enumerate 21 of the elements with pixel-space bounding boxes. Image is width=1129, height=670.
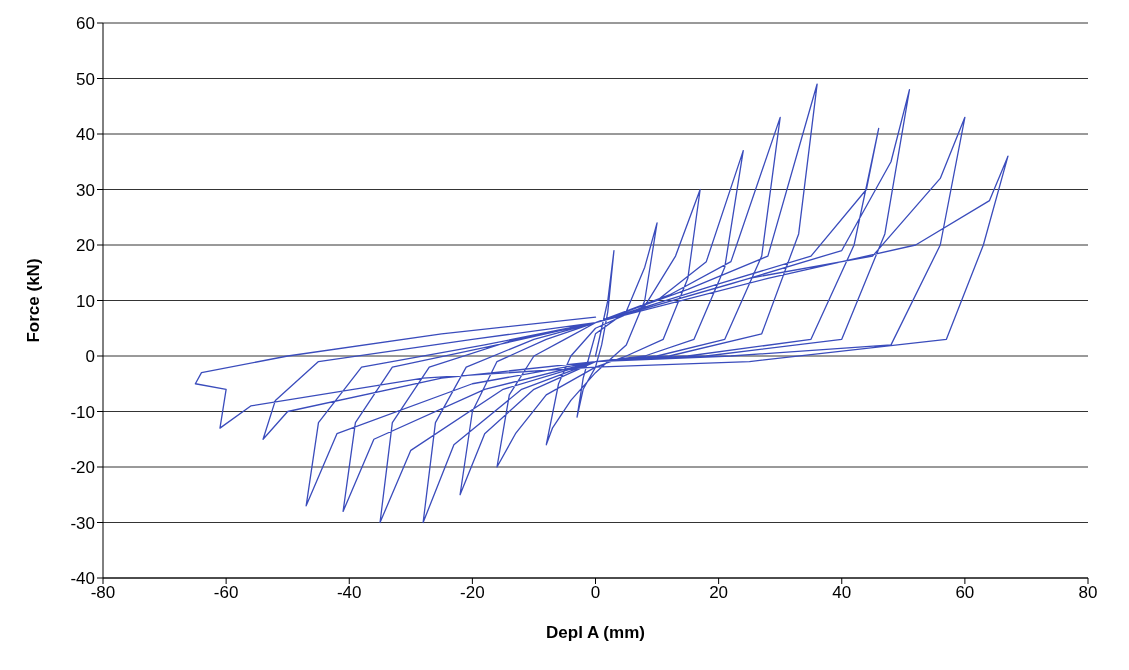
x-tick-label: -60: [213, 583, 239, 603]
x-tick-label: 0: [590, 583, 601, 603]
x-tick-label: -20: [460, 583, 485, 603]
y-tick-label: -10: [70, 402, 95, 422]
y-tick-label: 60: [76, 14, 95, 34]
x-tick-label: -40: [336, 583, 362, 603]
x-tick-label: 40: [832, 583, 852, 603]
x-tick-label: 60: [955, 583, 975, 603]
y-tick-label: 30: [76, 180, 95, 200]
y-tick-label: -30: [70, 513, 95, 533]
y-tick-label: 20: [76, 236, 95, 256]
x-tick-label: 80: [1078, 583, 1098, 603]
x-tick-label: 20: [709, 583, 729, 603]
y-tick-label: 10: [76, 291, 95, 311]
y-tick-label: 40: [76, 125, 95, 145]
y-tick-label: -20: [70, 458, 95, 478]
y-axis-title: Force (kN): [24, 258, 44, 343]
line-series: [194, 83, 1009, 524]
y-tick-label: 0: [85, 347, 95, 367]
y-tick-label: 50: [76, 69, 95, 89]
x-axis-title: Depl A (mm): [546, 623, 645, 642]
